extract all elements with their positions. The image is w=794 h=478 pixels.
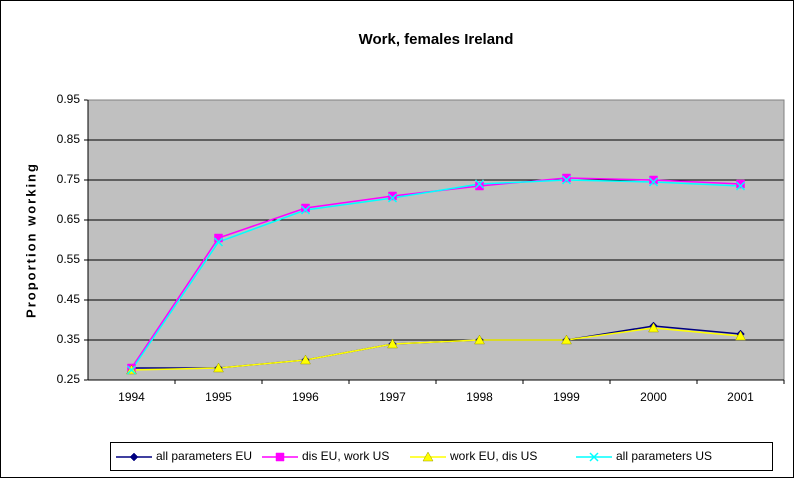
data-point <box>213 362 224 373</box>
y-tick-label: 0.65 <box>57 212 81 226</box>
y-tick-label: 0.95 <box>57 92 81 106</box>
data-point <box>648 177 659 187</box>
plot-area <box>88 100 784 380</box>
y-tick-label: 0.85 <box>57 132 81 146</box>
data-point <box>474 334 485 345</box>
legend-marker <box>589 452 599 462</box>
data-point <box>735 330 746 341</box>
legend-label: dis EU, work US <box>302 449 389 463</box>
data-point <box>214 233 223 243</box>
data-point <box>474 179 485 189</box>
x-tick-label: 1996 <box>292 390 319 404</box>
x-tick-label: 2000 <box>640 390 667 404</box>
data-point <box>648 322 659 333</box>
y-tick-label: 0.75 <box>57 172 81 186</box>
legend-marker <box>422 451 434 462</box>
y-tick-label: 0.55 <box>57 252 81 266</box>
data-point <box>300 205 311 215</box>
legend-label: work EU, dis US <box>449 449 537 463</box>
y-tick-label: 0.45 <box>57 292 81 306</box>
data-point <box>735 181 746 191</box>
legend-label: all parameters EU <box>156 449 252 463</box>
data-point <box>300 354 311 365</box>
series-line <box>130 179 741 371</box>
legend-item: work EU, dis US <box>410 449 537 463</box>
y-tick-label: 0.35 <box>57 332 81 346</box>
data-point <box>562 173 571 183</box>
x-tick-label: 1998 <box>466 390 493 404</box>
data-point <box>649 175 658 185</box>
data-point <box>126 365 137 375</box>
legend-item: all parameters US <box>576 449 712 463</box>
series-line <box>131 327 741 371</box>
legend-marker <box>129 452 139 462</box>
data-point <box>388 191 397 201</box>
data-point <box>301 203 310 213</box>
y-axis-label: Proportion working <box>23 162 38 318</box>
legend-item: dis EU, work US <box>262 449 389 463</box>
x-tick-label: 1995 <box>205 390 232 404</box>
x-tick-label: 1994 <box>118 390 145 404</box>
y-tick-label: 0.25 <box>57 372 81 386</box>
chart-title: Work, females Ireland <box>359 31 514 48</box>
x-tick-label: 1999 <box>553 390 580 404</box>
legend-marker <box>275 452 285 462</box>
data-point <box>387 193 398 203</box>
x-tick-label: 2001 <box>727 390 754 404</box>
data-point <box>387 338 398 349</box>
data-point <box>736 179 745 189</box>
data-point <box>561 334 572 345</box>
legend-label: all parameters US <box>616 449 712 463</box>
data-point <box>213 237 224 247</box>
legend-item: all parameters EU <box>116 449 252 463</box>
x-tick-label: 1997 <box>379 390 406 404</box>
data-point <box>561 175 572 185</box>
